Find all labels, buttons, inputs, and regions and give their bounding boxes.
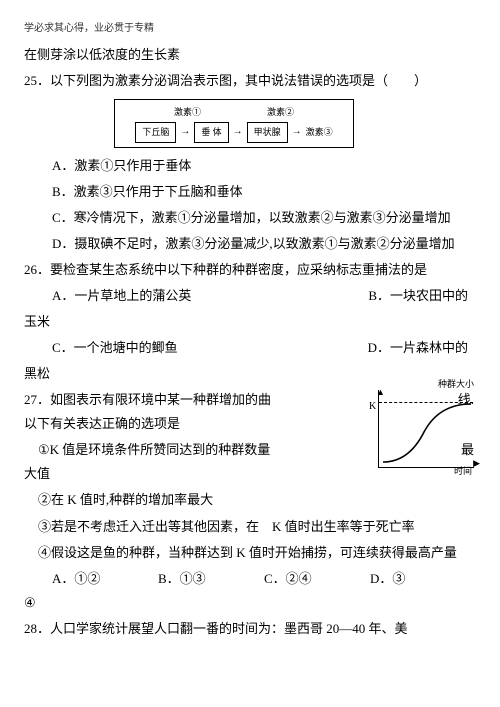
q25-stem: 25．以下列图为激素分泌调治表示图，其中说法错误的选项是（ ） [24,69,476,93]
s-curve-icon [379,390,473,466]
q27-opt-b: B．①③ [158,567,264,591]
diagram-node-1: 下丘脑 [135,122,176,143]
chart-k-label: K [369,398,376,417]
q26-opt-a: A．一片草地上的蒲公英 [24,284,191,308]
q27-s1a: ①K 值是环境条件所赞同达到的种群数量 [24,438,364,462]
q26-d-tail: 黑松 [24,362,476,386]
q27-options-row: A．①② B．①③ C．②④ D．③ [24,567,476,591]
q27-opt-c: C．②④ [264,567,370,591]
diagram-node-3: 甲状腺 [247,122,288,143]
q28-stem: 28．人口学家统计展望人口翻一番的时间为：墨西哥 20—40 年、美 [24,617,476,641]
q25-opt-a: A．激素①只作用于垂体 [24,154,476,178]
q25-opt-b: B．激素③只作用于下丘脑和垂体 [24,180,476,204]
q26-opt-d-part: D．一片森林中的 [368,336,476,362]
diagram-node-2: 垂 体 [194,122,228,143]
q25-opt-c: C．寒冷情况下，激素①分泌量增加，以致激素②与激素③分泌量增加 [24,210,451,225]
q27-stem: 27．如图表示有限环境中某一种群增加的曲 [24,388,364,412]
q27-line2: 以下有关表达正确的选项是 [24,412,364,436]
q27-opt-d-tail: ④ [24,591,476,615]
q26-opt-b-part: B．一块农田中的 [368,284,476,310]
diagram-tail: 激素③ [306,124,333,141]
q26-stem: 26．要检查某生态系统中以下种群的种群密度，应采纳标志重捕法的是 [24,258,476,282]
q27-s2: ②在 K 值时,种群的增加率最大 [24,488,476,512]
q25-opt-d: D．摄取碘不足时，激素③分泌量减少,以致激素①与激素②分泌量增加 [24,236,455,251]
q27-opt-d: D．③ [370,567,476,591]
arrow-icon: → [290,123,304,142]
q27-s4: ④假设这是鱼的种群，当种群达到 K 值时开始捕捞，可连续获得最高产量 [24,541,476,565]
q25-diagram: 激素① 激素② 下丘脑 → 垂 体 → 甲状腺 → 激素③ [114,99,354,148]
arrow-icon: → [231,123,245,142]
q26-opt-c: C．一个池塘中的鲫鱼 [24,336,178,360]
q26-b-tail: 玉米 [24,310,476,334]
q27-opt-a: A．①② [52,567,158,591]
page-header: 学必求其心得，业必贯于专精 [24,20,476,39]
pre-line: 在侧芽涂以低浓度的生长素 [24,43,476,67]
diagram-label-1: 激素① [174,104,201,121]
diagram-label-2: 激素② [267,104,294,121]
q27-s3: ③若是不考虑迁入迁出等其他因素，在 K 值时出生率等于死亡率 [24,515,476,539]
x-arrow-icon: ▶ [473,455,480,472]
growth-chart: ▲ ▶ 种群大小 时间 K [378,390,474,468]
arrow-icon: → [178,123,192,142]
